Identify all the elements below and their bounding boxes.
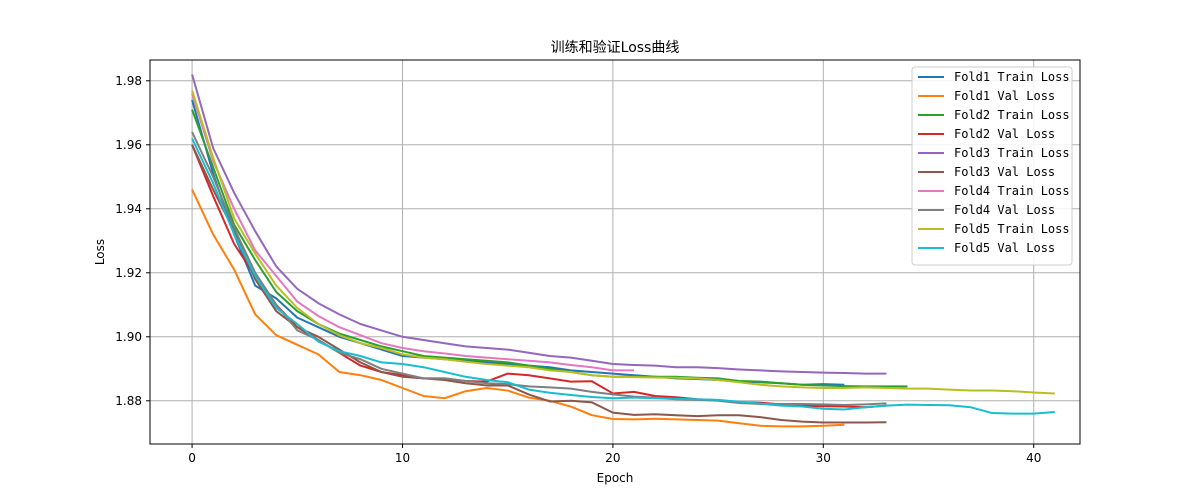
plot-lines [191,74,1055,428]
x-axis-label: Epoch [597,471,634,485]
legend-label: Fold1 Train Loss [954,70,1070,84]
legend-label: Fold5 Val Loss [954,241,1055,255]
legend-label: Fold4 Val Loss [954,203,1055,217]
legend-label: Fold3 Train Loss [954,146,1070,160]
legend-label: Fold4 Train Loss [954,184,1070,198]
series-line-2 [191,189,845,428]
x-tick-label: 0 [188,451,196,465]
y-tick-label: 1.88 [115,394,142,408]
x-tick-label: 20 [605,451,620,465]
x-tick-label: 30 [816,451,831,465]
y-tick-label: 1.98 [115,74,142,88]
y-tick-label: 1.96 [115,138,142,152]
legend: Fold1 Train Loss Fold1 Val Loss Fold2 Trai… [911,66,1073,266]
legend-label: Fold2 Val Loss [954,127,1055,141]
plot-frame [149,59,1081,445]
chart-title: 训练和验证Loss曲线 [551,40,680,56]
ticks: 0 10 20 30 40 1.88 1.90 1.92 1.94 1.96 1.98 [115,74,1041,465]
legend-label: Fold2 Train Loss [954,108,1070,122]
legend-label: Fold3 Val Loss [954,165,1055,179]
series-line-10 [191,137,1055,415]
y-axis-label: Loss [93,239,107,265]
legend-box [911,66,1073,266]
y-tick-label: 1.94 [115,202,142,216]
y-tick-label: 1.92 [115,266,142,280]
series-line-5 [191,74,887,375]
x-tick-label: 40 [1026,451,1041,465]
legend-label: Fold5 Train Loss [954,222,1070,236]
x-tick-label: 10 [395,451,410,465]
y-tick-label: 1.90 [115,330,142,344]
legend-label: Fold1 Val Loss [954,89,1055,103]
series-line-9 [191,90,1055,395]
series-line-7 [191,93,634,372]
